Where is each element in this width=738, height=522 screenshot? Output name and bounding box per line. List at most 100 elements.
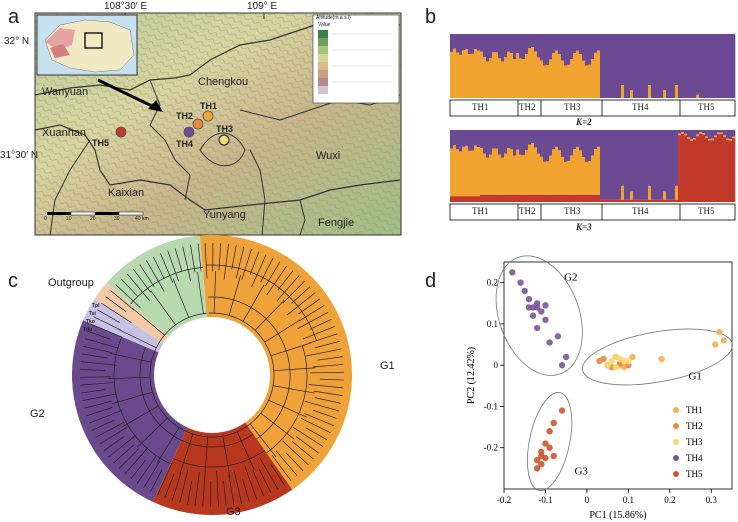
legend-label: TH5 <box>686 469 703 479</box>
k3-bar-purple <box>645 130 649 200</box>
k3-bar-orange <box>573 149 577 195</box>
tree-internal-branch <box>111 391 153 405</box>
k2-bar-purple <box>501 34 505 62</box>
tree-tip-branch <box>308 333 338 344</box>
tree-tip-branch <box>92 419 115 431</box>
inset-selection-box <box>84 32 103 49</box>
k3-bar-purple <box>654 130 658 200</box>
tree-tip-branch <box>126 273 150 301</box>
k3-bar-red <box>552 194 556 202</box>
k3-bar-red <box>714 137 718 202</box>
k2-bar-orange <box>663 90 667 98</box>
legend-marker <box>673 407 679 413</box>
k3-bar-purple <box>552 130 556 150</box>
k3-bar-purple <box>531 130 535 144</box>
x-axis-label: PC1 (15.86%) <box>589 510 646 521</box>
k3-bar-red <box>453 196 457 202</box>
pca-frame <box>503 261 733 490</box>
pca-point <box>550 452 557 460</box>
k3-bar-red <box>612 199 616 202</box>
k2-bar-purple <box>576 34 580 51</box>
k2-bar-orange <box>516 53 520 98</box>
k3-bar-red <box>450 196 454 202</box>
y-tick-label: -0.1 <box>484 401 498 411</box>
k2-bar-purple <box>570 34 574 60</box>
k2-bar-orange <box>588 64 592 98</box>
tree-tip-branch <box>160 253 174 283</box>
k3-bar-red <box>546 194 550 202</box>
k3-bar-purple <box>594 130 598 150</box>
k2-bar-purple <box>552 34 556 54</box>
k2-bar-purple <box>675 34 679 86</box>
k2-bar-purple <box>636 34 640 98</box>
tree-tip-branch <box>299 305 325 322</box>
k3-bar-red <box>732 138 736 202</box>
k2-bar-purple <box>597 34 601 51</box>
k3-bar-orange <box>621 185 625 200</box>
tree-tip-branch <box>86 407 113 417</box>
tree-tip-branch <box>301 418 331 434</box>
legend-marker <box>673 423 679 429</box>
k3-bar-red <box>639 199 643 202</box>
k3-bar-purple <box>453 130 457 146</box>
k3-bar-orange <box>696 134 700 137</box>
panel-label-b: b <box>425 6 437 28</box>
k2-bar-orange <box>540 60 544 98</box>
k2-bar-orange <box>465 49 469 98</box>
k3-bar-orange <box>522 155 526 195</box>
k3-bar-red <box>654 199 658 202</box>
k3-bar-red <box>489 194 493 202</box>
k3-bar-orange <box>528 144 532 195</box>
tree-internal-branch <box>136 417 168 448</box>
tree-internal-branch <box>249 423 277 458</box>
k2-bar-purple <box>462 34 466 51</box>
k3-bar-red <box>600 199 604 202</box>
k3-bar-orange <box>450 148 454 197</box>
outgroup-taxon-4: Tdu <box>83 327 93 333</box>
k2-bar-purple <box>588 34 592 65</box>
tree-internal-arc <box>113 336 171 465</box>
k2-bar-purple <box>558 34 562 55</box>
k2-bar-orange <box>546 64 550 98</box>
k3-bar-red <box>636 199 640 202</box>
tree-tip-branch <box>136 456 157 484</box>
cluster-ellipse-g2 <box>495 255 583 376</box>
k3-bar-red <box>657 199 661 202</box>
tree-internal-branch <box>272 385 315 394</box>
k3-bar-red <box>708 140 712 202</box>
k3-bar-red <box>618 199 622 202</box>
k3-bar-red <box>663 199 667 202</box>
tree-tip-branch <box>276 275 300 301</box>
pca-point <box>600 355 607 363</box>
k2-bar-orange <box>585 65 589 98</box>
lon-label-2: 109° E <box>247 1 278 12</box>
legend-label: TH1 <box>686 405 703 415</box>
k2-bar-purple <box>633 34 637 98</box>
pca-point <box>542 440 549 447</box>
tree-tip-branch <box>249 251 260 275</box>
tree-tip-branch <box>186 481 193 505</box>
tree-tip-branch <box>139 264 155 288</box>
k3-bar-red <box>507 194 511 202</box>
k2-bar-orange <box>498 58 502 98</box>
k3-bar-purple <box>720 130 724 133</box>
clade-label-g1: G1 <box>380 360 395 372</box>
k2-bar-purple <box>717 34 721 98</box>
site-marker-th5 <box>115 126 127 138</box>
k2-bar-purple <box>621 34 625 86</box>
tree-tip-branch <box>251 254 267 288</box>
k2-bar-orange <box>579 54 583 98</box>
pca-point <box>529 312 537 319</box>
y-tick-label: 0.1 <box>487 319 498 329</box>
outgroup-sector-3 <box>94 283 175 348</box>
tree-tip-branch <box>244 466 258 500</box>
k3-bar-red <box>483 194 487 202</box>
k2-bar-orange <box>531 47 535 98</box>
tree-tip-branch <box>291 286 311 304</box>
tree-tip-branch <box>275 450 298 477</box>
k2-bar-purple <box>660 34 664 98</box>
tree-tip-branch <box>174 248 183 272</box>
k3-bar-purple <box>501 130 505 158</box>
tree-tip-branch <box>101 302 132 324</box>
k2-bar-purple <box>510 34 514 54</box>
